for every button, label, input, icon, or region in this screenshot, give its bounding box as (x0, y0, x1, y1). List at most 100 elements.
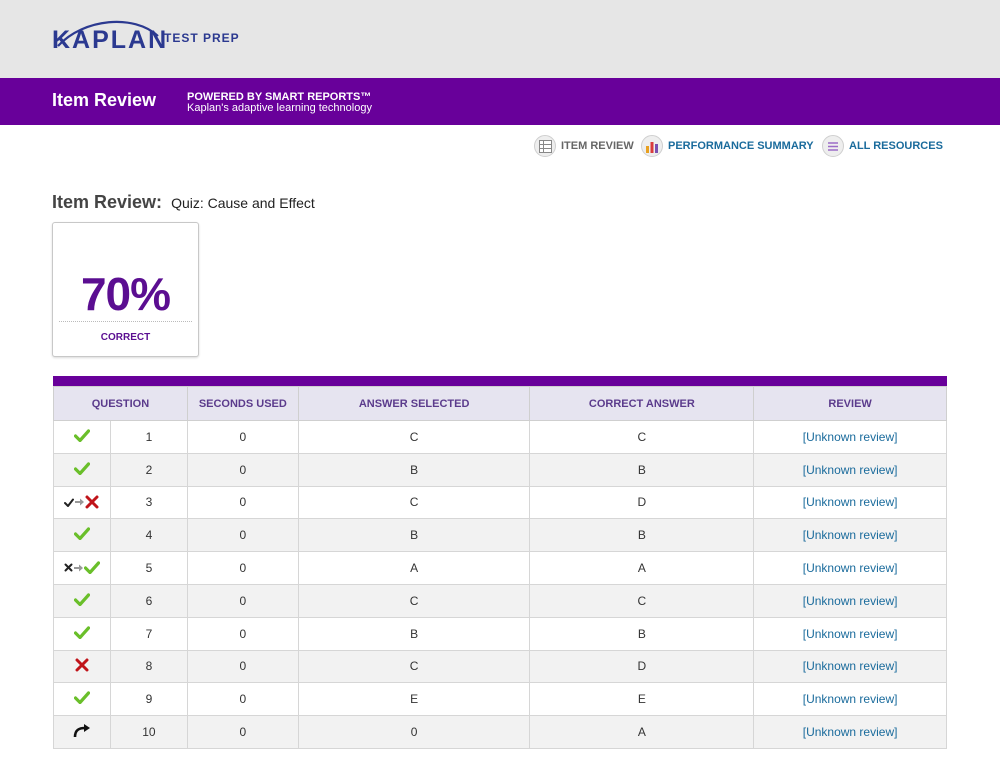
status-cell (53, 485, 111, 520)
table-row: 6 0 C C [Unknown review] (53, 583, 947, 618)
list-icon (822, 135, 844, 157)
page-title-text: Item Review: (52, 192, 163, 212)
check-icon (73, 691, 90, 705)
review-link[interactable]: [Unknown review] (802, 528, 898, 543)
status-cell (53, 551, 111, 585)
logo-swoosh-icon (57, 20, 159, 47)
question-number: 8 (109, 649, 188, 684)
review-link[interactable]: [Unknown review] (802, 462, 898, 477)
status-cell (53, 452, 111, 487)
col-correct-answer: CORRECT ANSWER (529, 386, 755, 421)
status-cell (53, 682, 111, 717)
logo-text: KAPLAN (52, 26, 169, 54)
table-row: 3 0 C D [Unknown review] (53, 485, 947, 520)
item-review-table: QUESTION SECONDS USED ANSWER SELECTED CO… (53, 386, 947, 749)
answer-selected: C (297, 420, 531, 454)
correct-answer: B (529, 518, 755, 553)
review-cell: [Unknown review] (753, 485, 947, 520)
review-cell: [Unknown review] (753, 583, 947, 618)
question-number: 4 (109, 518, 188, 553)
seconds-used: 0 (186, 485, 299, 520)
status-cell (53, 715, 111, 749)
answer-selected: B (297, 518, 531, 553)
logo-subtext: TEST PREP (164, 31, 240, 45)
check-icon (73, 593, 90, 606)
changed-correct-to-incorrect-icon (64, 495, 99, 509)
seconds-used: 0 (186, 715, 299, 749)
table-row: 9 0 E E [Unknown review] (53, 682, 947, 717)
review-cell: [Unknown review] (753, 420, 947, 454)
seconds-used: 0 (186, 420, 299, 454)
seconds-used: 0 (186, 583, 299, 618)
review-cell: [Unknown review] (753, 551, 947, 585)
question-number: 7 (109, 616, 188, 651)
review-cell: [Unknown review] (753, 452, 947, 487)
correct-answer: C (529, 420, 755, 454)
report-nav: ITEM REVIEW PERFORMANCE SUMMARY ALL RESO… (0, 134, 1000, 158)
grid-icon (534, 135, 556, 157)
col-review: REVIEW (753, 386, 947, 421)
question-number: 1 (109, 420, 188, 454)
review-link[interactable]: [Unknown review] (802, 561, 898, 576)
review-cell: [Unknown review] (753, 715, 947, 749)
table-row: 10 0 0 A [Unknown review] (53, 715, 947, 749)
table-header-row: QUESTION SECONDS USED ANSWER SELECTED CO… (53, 386, 947, 421)
answer-selected: A (297, 551, 531, 585)
nav-all-resources[interactable]: ALL RESOURCES (822, 134, 943, 158)
question-number: 5 (109, 551, 188, 585)
powered-by: POWERED BY SMART REPORTS™ (187, 91, 372, 103)
table-row: 8 0 C D [Unknown review] (53, 649, 947, 684)
correct-answer: C (529, 583, 755, 618)
table-header-bar (53, 376, 947, 386)
table-row: 1 0 C C [Unknown review] (53, 420, 947, 454)
correct-answer: E (529, 682, 755, 717)
review-link[interactable]: [Unknown review] (802, 692, 898, 707)
col-seconds-used: SECONDS USED (186, 386, 299, 421)
review-link[interactable]: [Unknown review] (802, 495, 898, 510)
x-icon (75, 658, 89, 672)
table-row: 7 0 B B [Unknown review] (53, 616, 947, 651)
col-question: QUESTION (53, 386, 188, 421)
check-icon (73, 429, 90, 442)
review-cell: [Unknown review] (753, 682, 947, 717)
review-cell: [Unknown review] (753, 616, 947, 651)
status-cell (53, 616, 111, 651)
nav-performance-summary-label: PERFORMANCE SUMMARY (668, 140, 814, 152)
answer-selected: B (297, 616, 531, 651)
question-number: 6 (109, 583, 188, 618)
review-link[interactable]: [Unknown review] (802, 725, 898, 740)
correct-answer: D (529, 485, 755, 520)
review-link[interactable]: [Unknown review] (802, 659, 898, 674)
nav-all-resources-label: ALL RESOURCES (849, 140, 943, 152)
answer-selected: E (297, 682, 531, 717)
quiz-name: Quiz: Cause and Effect (171, 195, 315, 211)
answer-selected: C (297, 649, 531, 684)
question-number: 2 (109, 452, 188, 487)
review-link[interactable]: [Unknown review] (802, 593, 898, 608)
score-divider (59, 321, 192, 322)
page-title: Item Review: Quiz: Cause and Effect (52, 192, 315, 213)
review-link[interactable]: [Unknown review] (802, 626, 898, 641)
seconds-used: 0 (186, 649, 299, 684)
seconds-used: 0 (186, 616, 299, 651)
title-bar: Item Review POWERED BY SMART REPORTS™ Ka… (0, 78, 1000, 125)
seconds-used: 0 (186, 452, 299, 487)
score-card: 70% CORRECT (52, 222, 199, 357)
tagline: Kaplan's adaptive learning technology (187, 102, 372, 114)
answer-selected: C (297, 583, 531, 618)
top-header: KAPLAN TEST PREP (0, 0, 1000, 78)
seconds-used: 0 (186, 551, 299, 585)
answer-selected: B (297, 452, 531, 487)
status-cell (53, 420, 111, 454)
correct-answer: A (529, 551, 755, 585)
curved-arrow-icon (73, 723, 91, 738)
status-cell (53, 649, 111, 684)
nav-item-review[interactable]: ITEM REVIEW (534, 134, 634, 158)
answer-selected: C (297, 485, 531, 520)
bar-chart-icon (641, 135, 663, 157)
review-link[interactable]: [Unknown review] (802, 429, 898, 444)
table-row: 4 0 B B [Unknown review] (53, 518, 947, 553)
nav-performance-summary[interactable]: PERFORMANCE SUMMARY (641, 134, 814, 158)
status-cell (53, 583, 111, 618)
table-row: 5 0 A A [Unknown review] (53, 551, 947, 585)
